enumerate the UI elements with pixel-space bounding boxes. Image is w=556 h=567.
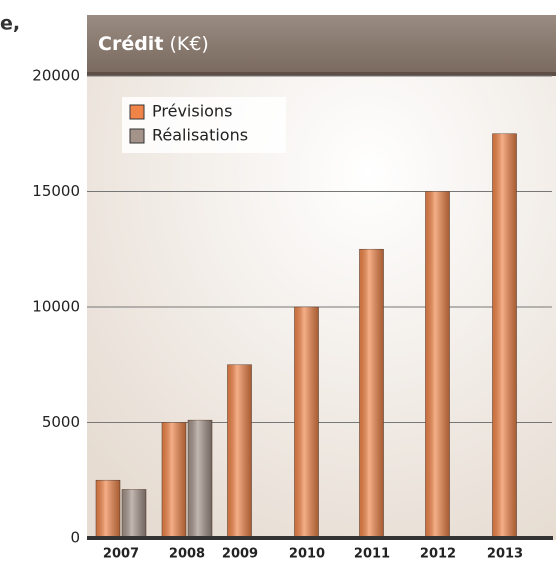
- x-tick-label: 2008: [169, 547, 205, 562]
- bar-shade: [227, 364, 252, 538]
- legend-swatch: [129, 104, 145, 120]
- bar-shade: [188, 420, 212, 538]
- x-tick-label: 2013: [487, 547, 523, 562]
- x-axis: [87, 536, 553, 540]
- y-tick-label: 5000: [42, 413, 80, 431]
- bar-shade: [359, 249, 384, 538]
- bar-shade: [122, 489, 146, 538]
- bar-shade: [96, 480, 120, 538]
- y-tick-label: 0: [70, 529, 80, 547]
- title: Crédit: [98, 33, 163, 55]
- header-band: [87, 15, 556, 72]
- chart-title: Crédit (K€): [98, 33, 209, 55]
- x-tick-label: 2009: [222, 547, 258, 562]
- cut-text: e,: [0, 13, 20, 35]
- x-tick-label: 2010: [289, 547, 325, 562]
- header-rule: [87, 72, 556, 76]
- y-tick-label: 20000: [32, 67, 80, 85]
- bar-shade: [492, 133, 517, 538]
- x-tick-label: 2007: [103, 547, 139, 562]
- legend-label: Prévisions: [152, 102, 232, 121]
- x-tick-label: 2011: [354, 547, 390, 562]
- bar-shade: [294, 307, 319, 538]
- y-tick-label: 10000: [32, 298, 80, 316]
- x-tick-label: 2012: [420, 547, 456, 562]
- bar-shade: [162, 422, 186, 538]
- bar-shade: [425, 191, 450, 538]
- legend: [122, 97, 286, 153]
- unit: (K€): [169, 33, 208, 55]
- legend-swatch: [129, 128, 145, 144]
- plot-background: [87, 15, 556, 540]
- y-tick-label: 15000: [32, 182, 80, 200]
- legend-label: Réalisations: [152, 126, 248, 145]
